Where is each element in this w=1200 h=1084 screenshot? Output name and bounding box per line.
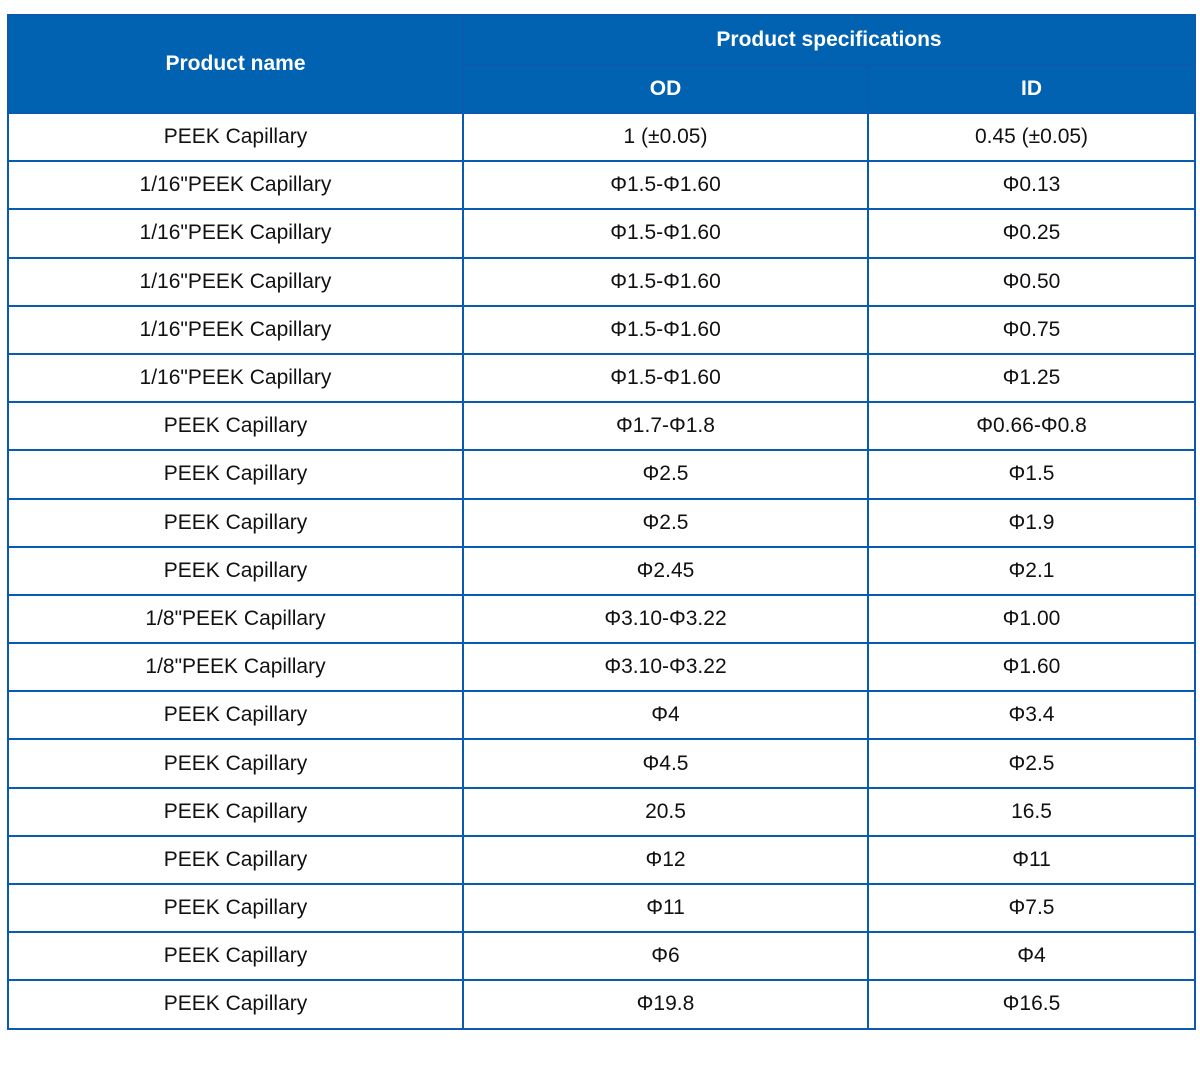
col-header-id: ID	[867, 64, 1196, 114]
id-cell: 16.5	[867, 786, 1196, 837]
table-row: PEEK Capillary 20.5 16.5	[7, 786, 1196, 837]
product-name-cell: 1/16"PEEK Capillary	[7, 208, 464, 259]
table-row: PEEK Capillary Φ11 Φ7.5	[7, 882, 1196, 934]
od-cell: Φ3.10-Φ3.22	[462, 642, 869, 693]
table-row: 1/16"PEEK Capillary Φ1.5-Φ1.60 Φ0.13	[7, 160, 1196, 211]
id-cell: Φ1.25	[867, 352, 1196, 404]
id-cell: Φ0.66-Φ0.8	[867, 401, 1196, 452]
id-cell: Φ2.1	[867, 545, 1196, 596]
id-cell: Φ1.9	[867, 497, 1196, 548]
od-cell: Φ1.5-Φ1.60	[462, 304, 869, 355]
table-row: PEEK Capillary Φ19.8 Φ16.5	[7, 979, 1196, 1030]
id-cell: Φ0.13	[867, 160, 1196, 211]
od-cell: Φ2.5	[462, 449, 869, 500]
product-spec-table-container: Product name Product specifications OD I…	[7, 14, 1196, 1030]
table-header: Product name Product specifications OD I…	[7, 14, 1196, 114]
table-row: 1/8"PEEK Capillary Φ3.10-Φ3.22 Φ1.60	[7, 642, 1196, 693]
product-spec-table: Product name Product specifications OD I…	[7, 14, 1196, 1030]
table-row: PEEK Capillary Φ2.45 Φ2.1	[7, 545, 1196, 596]
od-cell: Φ1.5-Φ1.60	[462, 256, 869, 307]
product-name-cell: 1/16"PEEK Capillary	[7, 256, 464, 307]
id-cell: Φ0.25	[867, 208, 1196, 259]
table-row: 1/16"PEEK Capillary Φ1.5-Φ1.60 Φ0.50	[7, 256, 1196, 307]
id-cell: Φ1.00	[867, 593, 1196, 645]
id-cell: Φ11	[867, 834, 1196, 886]
od-cell: Φ12	[462, 834, 869, 886]
id-cell: Φ0.75	[867, 304, 1196, 355]
col-header-product-name: Product name	[7, 14, 464, 114]
table-row: 1/16"PEEK Capillary Φ1.5-Φ1.60 Φ0.25	[7, 208, 1196, 259]
table-row: PEEK Capillary Φ12 Φ11	[7, 834, 1196, 886]
product-name-cell: PEEK Capillary	[7, 401, 464, 452]
od-cell: Φ4	[462, 690, 869, 741]
table-row: PEEK Capillary Φ2.5 Φ1.5	[7, 449, 1196, 500]
id-cell: 0.45 (±0.05)	[867, 111, 1196, 163]
id-cell: Φ4	[867, 931, 1196, 982]
table-row: PEEK Capillary Φ4.5 Φ2.5	[7, 738, 1196, 789]
od-cell: Φ2.5	[462, 497, 869, 548]
table-row: 1/16"PEEK Capillary Φ1.5-Φ1.60 Φ1.25	[7, 352, 1196, 404]
product-name-cell: 1/16"PEEK Capillary	[7, 304, 464, 355]
id-cell: Φ1.60	[867, 642, 1196, 693]
od-cell: Φ1.5-Φ1.60	[462, 352, 869, 404]
od-cell: Φ4.5	[462, 738, 869, 789]
product-name-cell: PEEK Capillary	[7, 449, 464, 500]
id-cell: Φ16.5	[867, 979, 1196, 1030]
product-name-cell: 1/8"PEEK Capillary	[7, 642, 464, 693]
id-cell: Φ2.5	[867, 738, 1196, 789]
table-row: PEEK Capillary Φ6 Φ4	[7, 931, 1196, 982]
product-name-cell: 1/8"PEEK Capillary	[7, 593, 464, 645]
product-name-cell: 1/16"PEEK Capillary	[7, 352, 464, 404]
id-cell: Φ1.5	[867, 449, 1196, 500]
product-name-cell: PEEK Capillary	[7, 882, 464, 934]
product-name-cell: PEEK Capillary	[7, 834, 464, 886]
table-row: PEEK Capillary 1 (±0.05) 0.45 (±0.05)	[7, 111, 1196, 163]
product-name-cell: PEEK Capillary	[7, 738, 464, 789]
product-name-cell: PEEK Capillary	[7, 786, 464, 837]
od-cell: Φ1.5-Φ1.60	[462, 160, 869, 211]
table-header-row-sub: OD ID	[8, 64, 1196, 114]
table-header-row-top: Product name Product specifications	[7, 14, 1196, 114]
product-name-cell: PEEK Capillary	[7, 111, 464, 163]
od-cell: Φ19.8	[462, 979, 869, 1030]
product-name-cell: PEEK Capillary	[7, 545, 464, 596]
id-cell: Φ3.4	[867, 690, 1196, 741]
od-cell: Φ1.7-Φ1.8	[462, 401, 869, 452]
od-cell: Φ6	[462, 931, 869, 982]
table-row: PEEK Capillary Φ4 Φ3.4	[7, 690, 1196, 741]
id-cell: Φ7.5	[867, 882, 1196, 934]
od-cell: Φ11	[462, 882, 869, 934]
id-cell: Φ0.50	[867, 256, 1196, 307]
table-row: 1/8"PEEK Capillary Φ3.10-Φ3.22 Φ1.00	[7, 593, 1196, 645]
product-name-cell: PEEK Capillary	[7, 690, 464, 741]
table-body: PEEK Capillary 1 (±0.05) 0.45 (±0.05) 1/16"…	[7, 111, 1196, 1030]
table-row: PEEK Capillary Φ1.7-Φ1.8 Φ0.66-Φ0.8	[7, 401, 1196, 452]
table-row: PEEK Capillary Φ2.5 Φ1.9	[7, 497, 1196, 548]
od-cell: 1 (±0.05)	[462, 111, 869, 163]
od-cell: Φ3.10-Φ3.22	[462, 593, 869, 645]
col-header-od: OD	[462, 64, 869, 114]
product-name-cell: 1/16"PEEK Capillary	[7, 160, 464, 211]
od-cell: Φ2.45	[462, 545, 869, 596]
table-row: 1/16"PEEK Capillary Φ1.5-Φ1.60 Φ0.75	[7, 304, 1196, 355]
col-header-product-specifications: Product specifications	[462, 14, 1196, 66]
product-name-cell: PEEK Capillary	[7, 979, 464, 1030]
od-cell: 20.5	[462, 786, 869, 837]
od-cell: Φ1.5-Φ1.60	[462, 208, 869, 259]
product-name-cell: PEEK Capillary	[7, 497, 464, 548]
product-name-cell: PEEK Capillary	[7, 931, 464, 982]
